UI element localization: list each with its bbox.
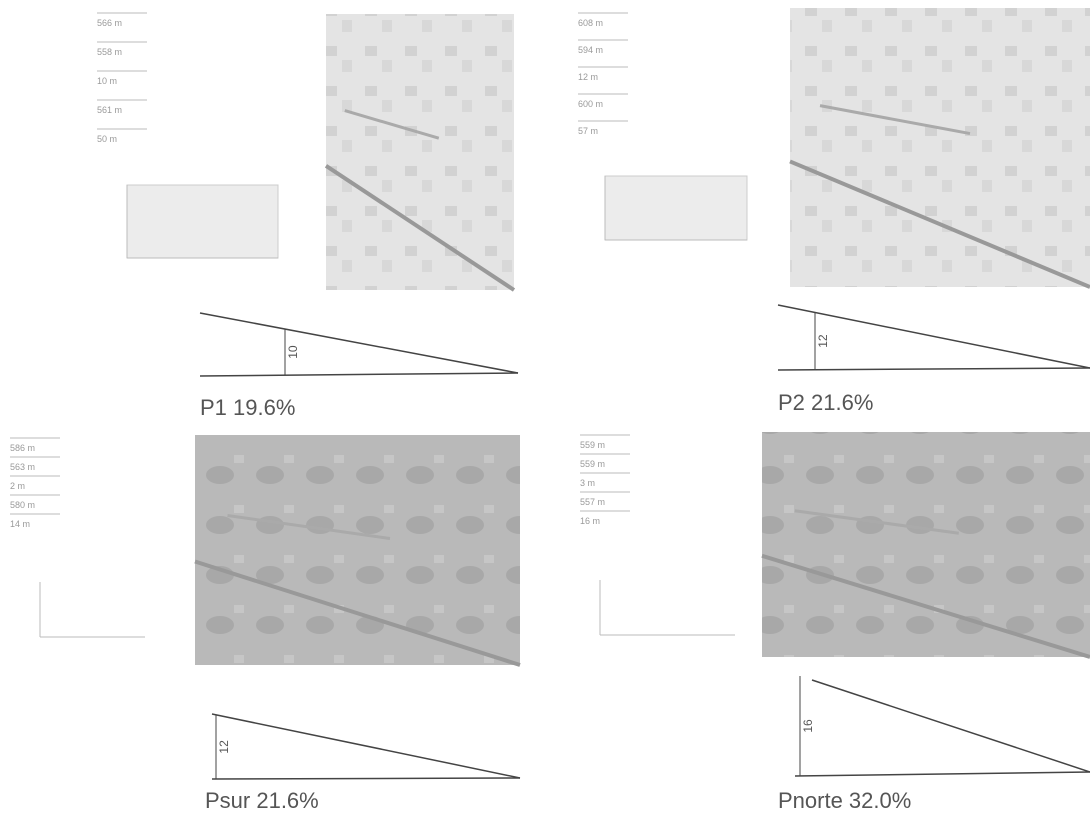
stat-value: 557 m xyxy=(580,497,605,507)
base-line xyxy=(795,772,1090,776)
slope-line xyxy=(212,714,520,778)
stat-value: 16 m xyxy=(580,516,600,526)
stat-value: 608 m xyxy=(578,18,603,28)
slope-line xyxy=(200,313,518,373)
stat-caption xyxy=(580,472,630,474)
stat-caption xyxy=(578,93,628,95)
stat-caption xyxy=(578,12,628,14)
height-label: 12 xyxy=(816,334,830,348)
mini-chart xyxy=(605,176,747,240)
map-image xyxy=(326,14,514,290)
map-image xyxy=(195,435,520,665)
stat-value: 559 m xyxy=(580,459,605,469)
stat-value: 600 m xyxy=(578,99,603,109)
stat-caption xyxy=(578,66,628,68)
height-label: 16 xyxy=(801,719,815,733)
stat-value: 586 m xyxy=(10,443,35,453)
stat-value: 50 m xyxy=(97,134,117,144)
stat-caption xyxy=(97,70,147,72)
slope-line xyxy=(812,680,1090,772)
map-image xyxy=(762,432,1090,657)
page: 566 m 558 m 10 m 561 m 50 m 10 P1 19.6% 608 m 59… xyxy=(0,0,1090,829)
stat-caption xyxy=(10,513,60,515)
stat-caption xyxy=(578,120,628,122)
stat-value: 14 m xyxy=(10,519,30,529)
base-line xyxy=(200,373,518,376)
base-line xyxy=(778,368,1090,370)
stat-value: 566 m xyxy=(97,18,122,28)
height-label: 12 xyxy=(217,740,231,754)
stat-caption xyxy=(580,453,630,455)
stat-value: 10 m xyxy=(97,76,117,86)
stat-value: 2 m xyxy=(10,481,25,491)
panel-title: Psur 21.6% xyxy=(205,788,319,813)
base-line xyxy=(212,778,520,779)
stat-value: 3 m xyxy=(580,478,595,488)
stat-caption xyxy=(97,99,147,101)
stat-value: 561 m xyxy=(97,105,122,115)
stat-caption xyxy=(97,41,147,43)
stat-value: 594 m xyxy=(578,45,603,55)
stat-caption xyxy=(10,437,60,439)
stat-caption xyxy=(580,434,630,436)
stat-caption xyxy=(97,128,147,130)
stat-value: 558 m xyxy=(97,47,122,57)
stat-caption xyxy=(10,494,60,496)
stat-value: 12 m xyxy=(578,72,598,82)
stat-caption xyxy=(580,510,630,512)
stat-caption xyxy=(10,475,60,477)
stat-caption xyxy=(10,456,60,458)
panel-title: Pnorte 32.0% xyxy=(778,788,911,813)
stat-value: 559 m xyxy=(580,440,605,450)
panel-title: P2 21.6% xyxy=(778,390,873,415)
map-image xyxy=(790,8,1090,287)
height-label: 10 xyxy=(286,345,300,359)
stat-caption xyxy=(578,39,628,41)
stat-value: 57 m xyxy=(578,126,598,136)
panel-title: P1 19.6% xyxy=(200,395,295,420)
stat-caption xyxy=(97,12,147,14)
stat-value: 580 m xyxy=(10,500,35,510)
stat-caption xyxy=(580,491,630,493)
mini-chart xyxy=(127,185,278,258)
stat-value: 563 m xyxy=(10,462,35,472)
